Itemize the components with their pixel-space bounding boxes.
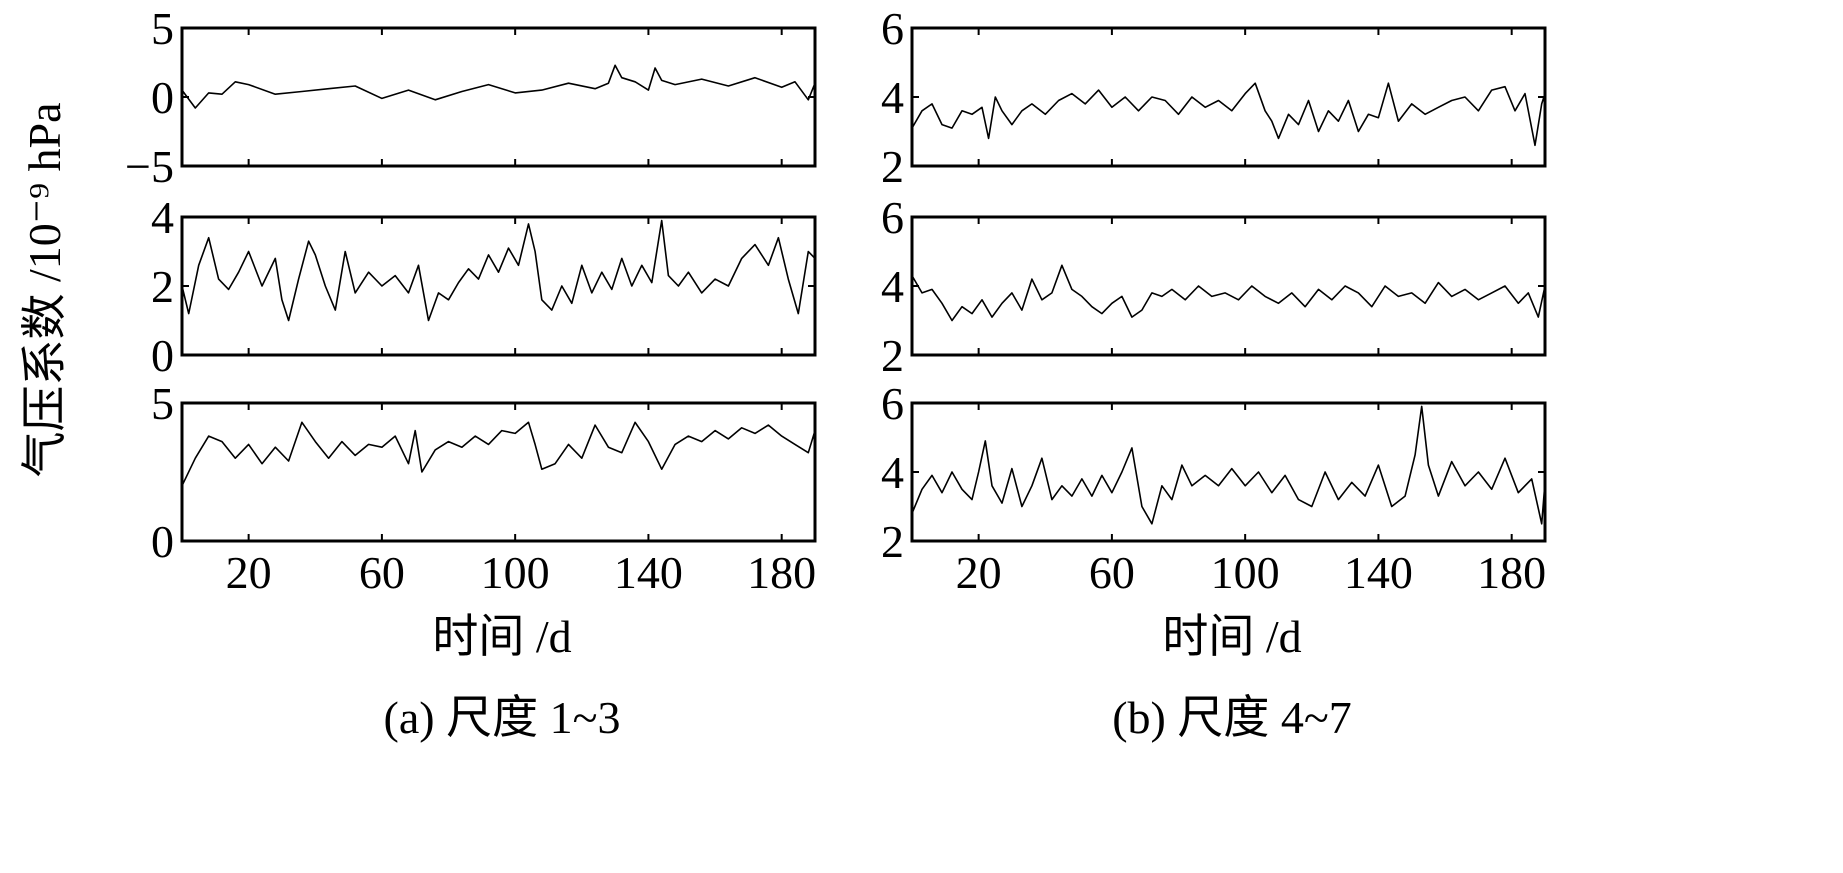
plot-frame — [910, 26, 1547, 168]
x-tick-label: 140 — [614, 547, 683, 598]
plot-frame — [180, 26, 817, 168]
y-tick-label: 2 — [881, 141, 904, 192]
caption-b: (b) 尺度 4~7 — [1112, 692, 1352, 743]
subplot-b-2: 2 4 6 — [881, 192, 1547, 381]
x-axis-title-b: 时间 /d — [1162, 611, 1301, 662]
plot-frame — [180, 401, 817, 543]
subplot-b-3: 20 60 100 140 180 2 4 6 — [881, 378, 1547, 598]
y-tick-label: −5 — [125, 141, 174, 192]
y-tick-label: 4 — [881, 261, 904, 312]
x-tick-label: 60 — [359, 547, 405, 598]
y-tick-label: 5 — [151, 378, 174, 429]
x-tick-label: 140 — [1344, 547, 1413, 598]
y-axis-title: 气压系数 /10⁻⁹ hPa — [19, 102, 70, 477]
subplot-a-3: 20 60 100 140 180 0 5 — [151, 378, 817, 598]
plot-frame — [910, 215, 1547, 357]
series-line — [911, 405, 1546, 525]
series-line — [181, 421, 816, 487]
y-tick-label: 4 — [881, 72, 904, 123]
x-tick-label: 20 — [226, 547, 272, 598]
y-tick-label: 2 — [881, 516, 904, 567]
subplot-b-1: 2 4 6 — [881, 3, 1547, 192]
x-tick-label: 100 — [1211, 547, 1280, 598]
y-tick-label: 2 — [881, 330, 904, 381]
y-tick-label: 0 — [151, 516, 174, 567]
x-tick-label: 180 — [747, 547, 816, 598]
x-tick-label: 180 — [1477, 547, 1546, 598]
y-tick-label: 4 — [151, 192, 174, 243]
y-tick-label: 6 — [881, 3, 904, 54]
series-line — [181, 219, 816, 322]
series-line — [911, 82, 1546, 147]
subplot-a-1: −5 0 5 — [125, 3, 817, 192]
x-axis-title-a: 时间 /d — [432, 611, 571, 662]
y-tick-label: 2 — [151, 261, 174, 312]
series-line — [181, 64, 816, 109]
x-tick-label: 100 — [481, 547, 550, 598]
series-line — [911, 264, 1546, 322]
x-tick-label: 20 — [956, 547, 1002, 598]
x-tick-label: 60 — [1089, 547, 1135, 598]
y-tick-label: 0 — [151, 330, 174, 381]
y-tick-label: 6 — [881, 192, 904, 243]
y-tick-label: 4 — [881, 447, 904, 498]
subplot-a-2: 0 2 4 — [151, 192, 817, 381]
plot-frame — [180, 215, 817, 357]
y-tick-label: 0 — [151, 72, 174, 123]
y-tick-label: 5 — [151, 3, 174, 54]
caption-a: (a) 尺度 1~3 — [384, 692, 621, 743]
y-tick-label: 6 — [881, 378, 904, 429]
